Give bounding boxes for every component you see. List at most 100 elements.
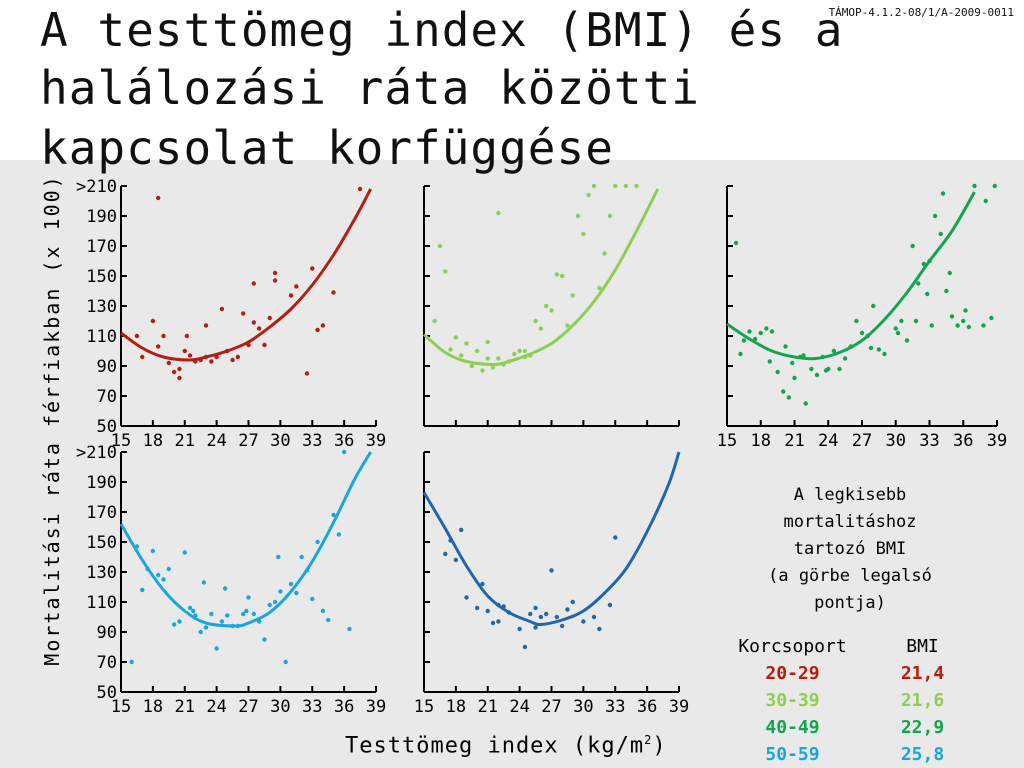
age-group-cell: 50-59 [765, 744, 820, 765]
data-point [792, 375, 797, 381]
data-point [581, 619, 586, 624]
age-group-cell: 30-39 [765, 690, 820, 711]
data-point [496, 619, 501, 624]
data-point [240, 611, 246, 617]
data-point [187, 353, 193, 358]
y-tick-label: 110 [86, 327, 117, 347]
data-point [575, 213, 581, 219]
x-tick-label: 15 [717, 431, 737, 451]
data-point [859, 330, 865, 336]
note-line: A legkisebb [793, 485, 907, 505]
y-tick-label: 110 [86, 593, 117, 613]
data-point [272, 278, 278, 283]
data-point [549, 568, 554, 573]
data-point [522, 644, 528, 650]
data-point [597, 285, 602, 291]
x-tick-label: 39 [366, 697, 386, 717]
data-point [738, 351, 743, 357]
data-point [331, 512, 336, 518]
data-point [528, 611, 533, 617]
data-point [865, 333, 870, 339]
data-point [166, 566, 172, 572]
data-point [506, 359, 512, 364]
y-tick-label: 90 [97, 623, 117, 643]
data-point [203, 625, 209, 630]
y-tick-label: 190 [86, 207, 117, 227]
data-point [177, 366, 182, 372]
y-tick-label: 130 [86, 563, 117, 583]
data-point [910, 243, 915, 249]
data-point [278, 589, 283, 594]
data-point [458, 353, 464, 358]
project-code: TÁMOP-4.1.2-08/1/A-2009-0011 [828, 6, 1014, 19]
data-point [758, 330, 763, 336]
x-tick-label: 33 [919, 431, 939, 451]
data-point [225, 348, 230, 354]
data-point [496, 602, 501, 608]
data-point [209, 359, 214, 364]
data-point [219, 619, 225, 624]
fit-curve-50-59 [119, 451, 372, 628]
data-point [496, 210, 501, 216]
data-point [586, 192, 591, 198]
data-point [443, 551, 448, 557]
data-point [634, 183, 639, 189]
data-point [294, 284, 299, 289]
data-point [559, 623, 565, 629]
data-point [623, 183, 629, 189]
data-point [225, 613, 230, 618]
data-point [955, 323, 960, 328]
data-point [522, 354, 528, 360]
data-point [155, 195, 161, 201]
data-point [134, 544, 140, 549]
data-point [983, 198, 988, 204]
page-title-line-1: A testtömeg index (BMI) és a [40, 3, 844, 57]
note-line: tartozó BMI [793, 539, 907, 559]
data-point [938, 231, 943, 237]
data-point [203, 323, 209, 328]
data-point [559, 273, 565, 279]
fit-curve-20-29 [120, 188, 373, 362]
data-point [485, 339, 490, 345]
data-point [129, 659, 134, 665]
x-tick-label: 39 [669, 697, 689, 717]
data-point [177, 619, 182, 624]
data-point [240, 311, 246, 316]
data-point [485, 356, 490, 361]
x-tick-label: 39 [987, 431, 1007, 451]
data-point [140, 587, 145, 593]
data-point [244, 608, 249, 614]
x-tick-label: 21 [784, 431, 804, 451]
data-point [929, 323, 934, 328]
data-point [733, 240, 739, 246]
y-tick-label: 70 [97, 653, 117, 673]
data-point [357, 186, 363, 192]
header-bmi: BMI [906, 636, 939, 657]
table-row: 30-39 21,6 [720, 687, 980, 714]
data-point [145, 566, 150, 572]
data-point [469, 363, 475, 369]
data-point [591, 614, 597, 620]
x-tick-label: 18 [751, 431, 771, 451]
y-tick-label: 170 [86, 237, 117, 257]
y-tick-label: 170 [86, 503, 117, 523]
data-point [272, 270, 278, 276]
fit-curve-60-69 [422, 451, 681, 627]
data-point [235, 623, 241, 629]
data-point [882, 351, 887, 357]
data-point [201, 580, 207, 585]
data-point [485, 608, 490, 614]
x-tick-label: 33 [302, 431, 322, 451]
data-point [565, 607, 570, 612]
data-point [570, 293, 575, 298]
table-row: 50-59 25,8 [720, 741, 980, 768]
age-bmi-table: Korcsoport BMI 20-29 21,4 30-39 21,6 40-… [720, 633, 980, 768]
data-point [177, 375, 182, 381]
y-tick-label: 150 [86, 533, 117, 553]
data-point [310, 596, 315, 602]
data-point [184, 333, 190, 339]
data-point [272, 599, 278, 605]
x-tick-label: 21 [175, 697, 195, 717]
data-point [607, 602, 613, 608]
x-tick-label: 21 [175, 431, 195, 451]
